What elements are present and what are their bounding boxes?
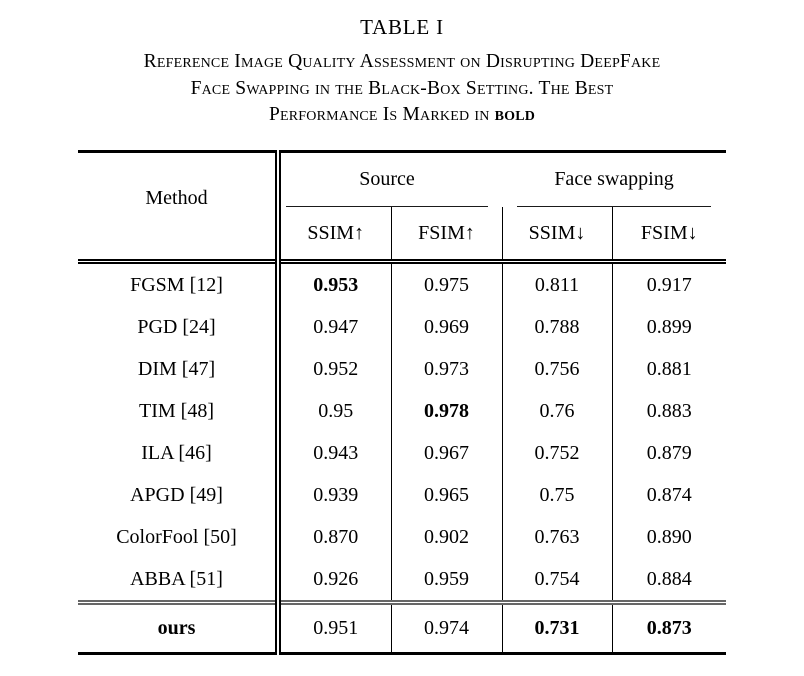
value-cell: 0.756 bbox=[501, 347, 613, 390]
value-cell: 0.926 bbox=[275, 557, 391, 602]
col-header-ssim-down: SSIM↓ bbox=[501, 206, 613, 264]
value-cell: 0.881 bbox=[611, 347, 727, 390]
value-cell: 0.969 bbox=[390, 305, 503, 348]
value-cell: 0.883 bbox=[611, 389, 727, 432]
col-header-ssim-up: SSIM↑ bbox=[275, 206, 391, 264]
value-cell: 0.902 bbox=[390, 515, 503, 558]
method-cell: TIM [48] bbox=[139, 399, 214, 422]
table-row-ours: ours 0.951 0.974 0.731 0.873 bbox=[78, 599, 727, 653]
col-header-fsim-down: FSIM↓ bbox=[611, 206, 727, 264]
value-cell: 0.947 bbox=[275, 305, 391, 348]
table-container: Method Source Face swapping SSIM↑ FSIM↑ … bbox=[78, 149, 727, 655]
method-column-header: Method bbox=[78, 151, 278, 264]
value-cell: 0.76 bbox=[501, 389, 613, 432]
table-row-abba: ABBA [51] 0.926 0.959 0.754 0.884 bbox=[78, 557, 727, 602]
caption-line-3-text: Performance Is Marked in bbox=[268, 104, 495, 125]
value-cell: 0.874 bbox=[611, 473, 727, 516]
value-cell: 0.975 bbox=[390, 261, 503, 306]
group-header-source: Source bbox=[274, 151, 503, 207]
value-cell: 0.870 bbox=[275, 515, 391, 558]
method-cell: APGD [49] bbox=[130, 483, 223, 506]
subheader-row: SSIM↑ FSIM↑ SSIM↓ FSIM↓ bbox=[78, 206, 727, 264]
method-cell: FGSM [12] bbox=[130, 273, 223, 296]
value-cell: 0.873 bbox=[611, 599, 727, 653]
value-cell: 0.965 bbox=[390, 473, 503, 516]
value-cell: 0.754 bbox=[501, 557, 613, 602]
value-cell: 0.973 bbox=[390, 347, 503, 390]
value-cell: 0.939 bbox=[275, 473, 391, 516]
group-header-face-swapping: Face swapping bbox=[502, 151, 726, 207]
value-cell: 0.917 bbox=[611, 261, 727, 306]
value-cell: 0.951 bbox=[275, 599, 391, 653]
group-label-source: Source bbox=[286, 153, 489, 207]
value-cell: 0.978 bbox=[390, 389, 503, 432]
value-cell: 0.952 bbox=[275, 347, 391, 390]
method-cell: ColorFool [50] bbox=[116, 525, 237, 548]
value-cell: 0.959 bbox=[390, 557, 503, 602]
value-cell: 0.967 bbox=[390, 431, 503, 474]
table-row-colorfool: ColorFool [50] 0.870 0.902 0.763 0.890 bbox=[78, 515, 727, 558]
value-cell: 0.899 bbox=[611, 305, 727, 348]
table-row-pgd: PGD [24] 0.947 0.969 0.788 0.899 bbox=[78, 305, 727, 348]
table-row-tim: TIM [48] 0.95 0.978 0.76 0.883 bbox=[78, 389, 727, 432]
results-table: Method Source Face swapping SSIM↑ FSIM↑ … bbox=[78, 149, 727, 655]
value-cell: 0.95 bbox=[275, 389, 391, 432]
table-row-fgsm: FGSM [12] 0.953 0.975 0.811 0.917 bbox=[78, 261, 727, 306]
value-cell: 0.974 bbox=[390, 599, 503, 653]
method-cell: ILA [46] bbox=[141, 441, 212, 464]
caption-bold-word: bold bbox=[494, 104, 536, 125]
table-row-ila: ILA [46] 0.943 0.967 0.752 0.879 bbox=[78, 431, 727, 474]
caption-line-3: Performance Is Marked in bold bbox=[0, 102, 804, 129]
value-cell: 0.943 bbox=[275, 431, 391, 474]
table-caption: Reference Image Quality Assessment on Di… bbox=[0, 49, 804, 129]
caption-line-1: Reference Image Quality Assessment on Di… bbox=[143, 51, 661, 72]
group-label-face-swapping: Face swapping bbox=[517, 153, 712, 207]
value-cell: 0.763 bbox=[501, 515, 613, 558]
table-row-dim: DIM [47] 0.952 0.973 0.756 0.881 bbox=[78, 347, 727, 390]
value-cell: 0.752 bbox=[501, 431, 613, 474]
value-cell: 0.879 bbox=[611, 431, 727, 474]
value-cell: 0.953 bbox=[275, 261, 391, 306]
group-header-row: Method Source Face swapping bbox=[78, 151, 726, 264]
value-cell: 0.75 bbox=[501, 473, 613, 516]
caption-line-2: Face Swapping in the Black-Box Setting. … bbox=[190, 77, 614, 99]
value-cell: 0.811 bbox=[501, 261, 613, 306]
method-cell: ours bbox=[78, 599, 278, 653]
method-cell: DIM [47] bbox=[137, 357, 216, 380]
col-header-fsim-up: FSIM↑ bbox=[390, 206, 503, 264]
method-cell: PGD [24] bbox=[137, 315, 216, 338]
table-row-apgd: APGD [49] 0.939 0.965 0.75 0.874 bbox=[78, 473, 727, 516]
value-cell: 0.884 bbox=[611, 557, 727, 602]
value-cell: 0.731 bbox=[501, 599, 613, 653]
method-cell: ABBA [51] bbox=[130, 567, 223, 590]
table-title: TABLE I bbox=[360, 15, 444, 39]
value-cell: 0.890 bbox=[611, 515, 727, 558]
value-cell: 0.788 bbox=[501, 305, 613, 348]
